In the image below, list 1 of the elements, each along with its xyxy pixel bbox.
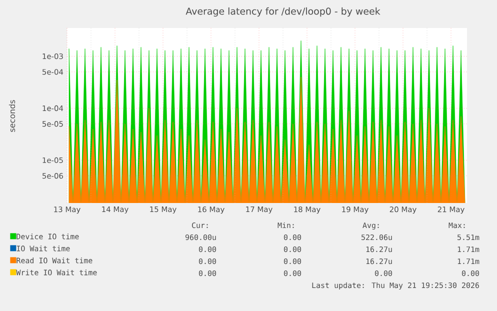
chart-title: Average latency for /dev/loop0 - by week	[186, 7, 380, 17]
